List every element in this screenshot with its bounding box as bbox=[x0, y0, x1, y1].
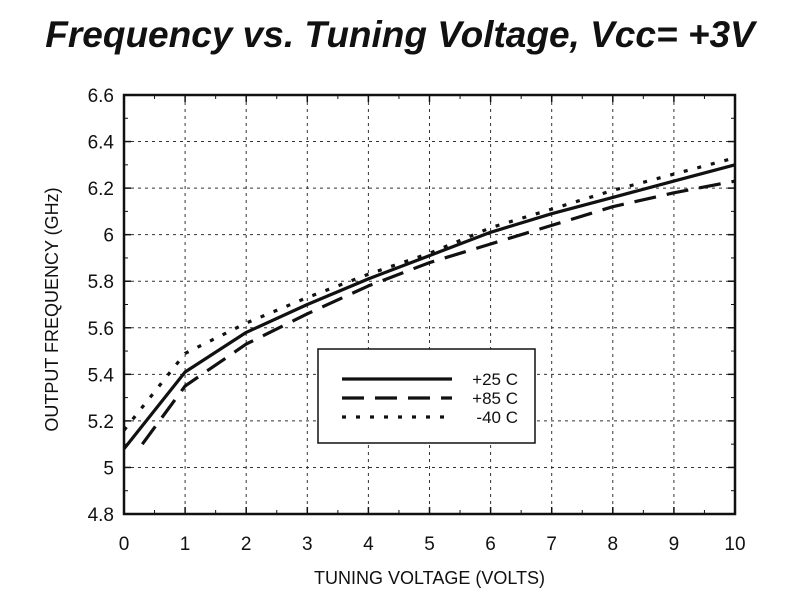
series-line-1 bbox=[122, 163, 736, 450]
tick-layer: 0 1 2 3 4 5 6 7 8 9 10 4.8 5 5.2 5.4 5.6 5.8 6 6.2 6.4 6.6 bbox=[88, 86, 746, 555]
legend-label-2: +85 C bbox=[472, 389, 518, 408]
x-tick-label: 10 bbox=[724, 534, 745, 555]
y-axis-label: OUTPUT FREQUENCY (GHz) bbox=[42, 187, 62, 431]
legend-label-1: +25 C bbox=[472, 370, 518, 389]
x-tick-label: 4 bbox=[363, 534, 374, 555]
x-tick-label: 8 bbox=[608, 534, 619, 555]
y-tick-label: 4.8 bbox=[88, 505, 114, 526]
y-tick-label: 5.8 bbox=[88, 272, 114, 293]
y-tick-label: 5.4 bbox=[88, 365, 115, 386]
x-tick-label: 2 bbox=[241, 534, 252, 555]
series-line-3 bbox=[122, 156, 736, 432]
series-layer bbox=[122, 156, 736, 450]
x-axis-label: TUNING VOLTAGE (VOLTS) bbox=[314, 568, 545, 588]
y-tick-label: 6 bbox=[103, 226, 114, 247]
legend-box bbox=[317, 348, 536, 444]
x-tick-label: 3 bbox=[302, 534, 313, 555]
y-tick-label: 6.4 bbox=[88, 133, 115, 154]
legend: +25 C+85 C-40 C bbox=[317, 348, 536, 444]
x-tick-label: 1 bbox=[180, 534, 191, 555]
plot-frame bbox=[122, 93, 737, 516]
y-tick-label: 5.6 bbox=[88, 319, 114, 340]
legend-label-3: -40 C bbox=[476, 408, 518, 427]
y-tick-label: 5.2 bbox=[88, 412, 114, 433]
x-tick-label: 0 bbox=[119, 534, 130, 555]
x-tick-label: 5 bbox=[424, 534, 435, 555]
x-tick-label: 9 bbox=[669, 534, 680, 555]
chart-title: Frequency vs. Tuning Voltage, Vcc= +3V bbox=[45, 14, 755, 55]
y-tick-label: 6.6 bbox=[88, 86, 114, 107]
x-tick-label: 6 bbox=[485, 534, 496, 555]
x-tick-label: 7 bbox=[546, 534, 557, 555]
y-tick-label: 6.2 bbox=[88, 179, 114, 200]
grid bbox=[124, 95, 735, 514]
y-tick-label: 5 bbox=[103, 458, 114, 479]
series-line-2 bbox=[141, 179, 736, 446]
